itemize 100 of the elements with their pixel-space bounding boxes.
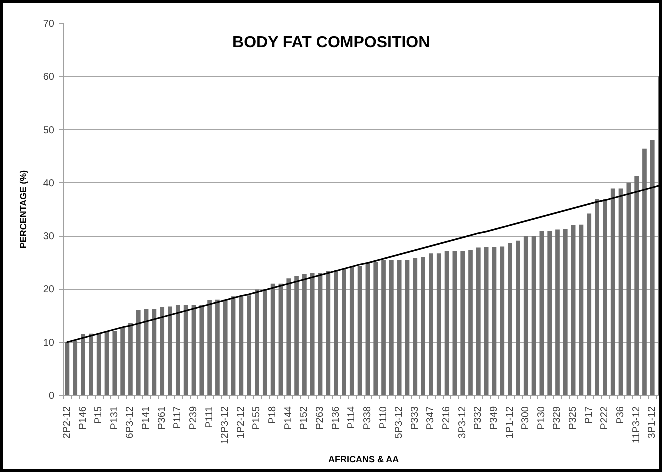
bar	[571, 225, 576, 396]
bar	[89, 334, 94, 396]
text: BODY FAT COMPOSITION	[232, 34, 430, 52]
bar	[634, 176, 639, 396]
bar	[492, 247, 497, 396]
y-tick-label: 40	[43, 178, 55, 190]
y-tick-label: 50	[43, 125, 55, 136]
x-tick-label: 3P1-12	[647, 406, 658, 439]
x-tick-label: P17	[584, 406, 595, 424]
bar	[548, 231, 552, 396]
bar	[540, 231, 544, 396]
bar	[128, 323, 133, 396]
bar	[223, 300, 228, 396]
bar	[460, 251, 466, 396]
bar	[112, 331, 118, 396]
y-tick-label: 0	[48, 391, 55, 402]
bar	[278, 284, 284, 396]
x-tick-label: P155	[252, 406, 263, 430]
bar	[247, 296, 252, 396]
x-tick-label: 6P3-12	[125, 406, 136, 439]
x-tick-label: P146	[78, 406, 89, 430]
y-axis-title: PERCENTAGE (%)	[18, 170, 28, 249]
bar	[350, 266, 354, 396]
bar	[413, 258, 418, 396]
bar	[81, 334, 86, 396]
x-tick-label: P18	[268, 406, 279, 424]
x-tick-label: P152	[299, 406, 310, 430]
bar	[104, 332, 110, 396]
bar	[184, 305, 188, 396]
x-tick-label: 11P3-12	[631, 406, 642, 444]
bar	[587, 214, 592, 396]
bar	[216, 300, 220, 396]
bar	[286, 278, 292, 396]
x-tick-label: P131	[109, 406, 120, 430]
x-tick-label: P333	[410, 406, 421, 430]
x-tick-label: P332	[473, 406, 484, 430]
x-tick-label: P300	[520, 406, 532, 430]
y-tick-label: 10	[43, 338, 55, 349]
bar	[73, 340, 78, 396]
bar	[484, 247, 489, 396]
bar	[366, 263, 370, 396]
bar	[152, 309, 157, 396]
bar	[65, 342, 70, 396]
bar	[262, 289, 268, 396]
x-tick-label: P111	[204, 406, 216, 428]
x-tick-label: 1P2-12	[236, 406, 247, 439]
bar	[444, 251, 450, 396]
bar	[452, 251, 458, 396]
x-tick-label: P144	[283, 406, 294, 430]
x-tick-label: P349	[488, 406, 500, 430]
bar	[176, 305, 180, 396]
bar	[192, 305, 196, 396]
bar	[390, 260, 394, 396]
bar	[334, 270, 338, 396]
bar	[603, 199, 608, 396]
bar	[374, 262, 378, 396]
bar	[231, 296, 236, 396]
bar	[429, 254, 434, 396]
bar	[294, 276, 299, 396]
bar	[200, 305, 204, 396]
x-tick-label: P222	[600, 406, 611, 430]
y-tick-label: 70	[43, 19, 55, 30]
bar	[120, 328, 125, 396]
x-tick-label: P15	[94, 406, 105, 424]
x-tick-label: P325	[568, 406, 580, 430]
bar	[255, 290, 260, 396]
bar	[96, 333, 102, 396]
bar	[421, 257, 426, 396]
bar	[382, 260, 386, 396]
bar	[500, 246, 505, 396]
bar	[239, 296, 244, 396]
y-tick-label: 20	[43, 284, 55, 296]
x-tick-label: P141	[141, 406, 152, 430]
bar	[168, 306, 172, 396]
bar	[208, 300, 212, 396]
bar	[508, 244, 512, 396]
bar	[610, 188, 616, 396]
bar	[302, 274, 307, 396]
bar	[397, 260, 402, 396]
bar	[136, 310, 141, 396]
bar	[618, 188, 624, 396]
y-tick-label: 60	[43, 72, 55, 84]
bar	[532, 236, 536, 396]
bar	[650, 140, 655, 396]
x-tick-label: P130	[536, 406, 548, 430]
bar	[476, 248, 481, 396]
x-axis-title: AFRICANS & AA	[328, 454, 400, 464]
bar	[556, 230, 560, 396]
bar	[524, 236, 528, 396]
x-tick-label: P36	[616, 406, 627, 424]
x-tick-label: P239	[188, 406, 200, 430]
x-tick-label: P361	[156, 406, 168, 430]
bar	[358, 266, 362, 396]
x-tick-label: P263	[315, 406, 326, 430]
bar	[642, 148, 647, 396]
x-tick-label: 5P3-12	[394, 406, 406, 439]
x-tick-label: 2P2-12	[62, 406, 73, 439]
bar	[144, 309, 149, 396]
bar	[405, 260, 410, 396]
bar	[626, 182, 632, 396]
